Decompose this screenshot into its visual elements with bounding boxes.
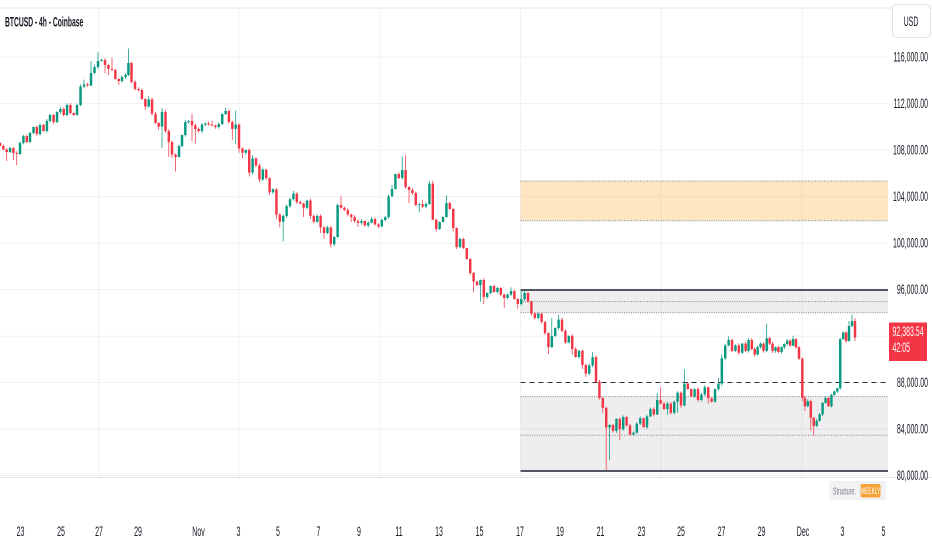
svg-text:7: 7 (317, 525, 321, 540)
svg-text:Dec: Dec (797, 525, 810, 540)
svg-text:BTCUSD - 4h - Coinbase: BTCUSD - 4h - Coinbase (5, 15, 83, 30)
svg-text:42:05: 42:05 (893, 341, 910, 356)
svg-text:80,000.00: 80,000.00 (897, 469, 928, 484)
svg-text:108,000.00: 108,000.00 (893, 143, 928, 158)
svg-text:15: 15 (476, 525, 484, 540)
svg-text:92,383.54: 92,383.54 (893, 325, 924, 340)
svg-text:25: 25 (677, 525, 685, 540)
svg-text:19: 19 (556, 525, 564, 540)
svg-text:Structure:: Structure: (833, 484, 856, 497)
svg-text:112,000.00: 112,000.00 (894, 97, 928, 112)
svg-text:29: 29 (134, 525, 142, 540)
svg-text:23: 23 (638, 525, 646, 540)
svg-text:11: 11 (395, 525, 402, 540)
svg-text:5: 5 (276, 525, 280, 540)
svg-text:9: 9 (357, 525, 361, 540)
svg-text:27: 27 (95, 525, 103, 540)
svg-text:116,000.00: 116,000.00 (894, 50, 928, 65)
svg-text:17: 17 (516, 525, 524, 540)
svg-text:13: 13 (435, 525, 443, 540)
svg-text:5: 5 (882, 525, 886, 540)
svg-text:3: 3 (841, 525, 845, 540)
svg-text:Nov: Nov (192, 525, 205, 540)
svg-text:100,000.00: 100,000.00 (893, 236, 928, 251)
svg-text:96,000.00: 96,000.00 (897, 283, 928, 298)
svg-text:WEEKLY: WEEKLY (861, 485, 880, 496)
svg-text:21: 21 (597, 525, 605, 540)
svg-text:29: 29 (758, 525, 766, 540)
svg-text:23: 23 (17, 525, 25, 540)
svg-text:104,000.00: 104,000.00 (893, 190, 928, 205)
svg-text:USD: USD (904, 15, 919, 30)
svg-text:88,000.00: 88,000.00 (897, 376, 928, 391)
svg-text:84,000.00: 84,000.00 (897, 422, 928, 437)
svg-text:27: 27 (718, 525, 726, 540)
svg-text:25: 25 (57, 525, 65, 540)
svg-text:3: 3 (237, 525, 241, 540)
